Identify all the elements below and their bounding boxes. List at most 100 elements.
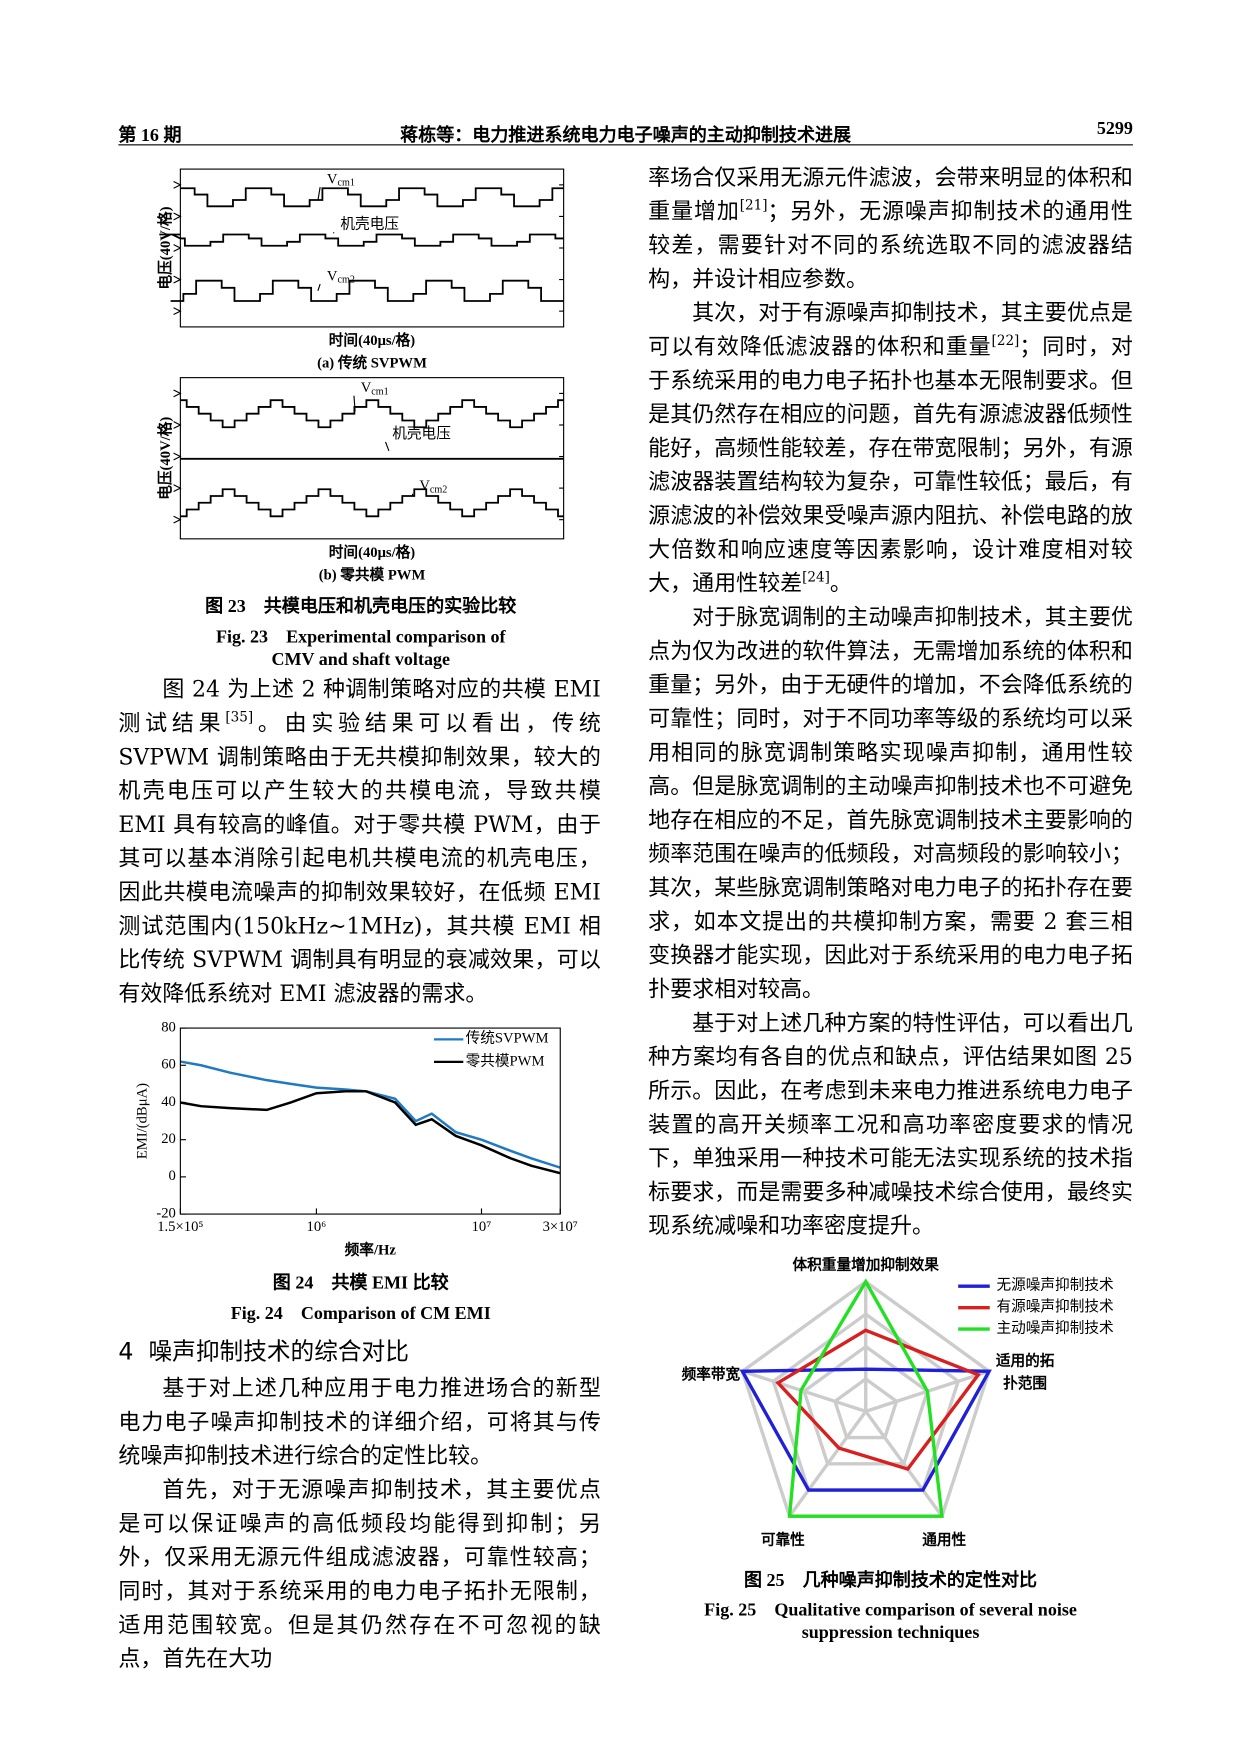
citation: [22] — [991, 332, 1020, 349]
text-run: ；同时，对于系统采用的电力电子拓扑也基本无限制要求。但是其仍然存在相应的问题，首… — [648, 333, 1133, 597]
data-line — [180, 1090, 561, 1175]
x-tick-label: 10⁷ — [472, 1219, 492, 1235]
caption-en: suppression techniques — [801, 1623, 980, 1643]
citation: [24] — [802, 569, 830, 586]
legend-label: 零共模PWM — [466, 1052, 545, 1069]
frame-tick — [173, 515, 182, 524]
caption-en: Fig. 24 Comparison of CM EMI — [230, 1304, 491, 1324]
text-run: 首先，对于无源噪声抑制技术，其主要优点是可以保证噪声的高低频段均能得到抑制；另外… — [118, 1476, 601, 1672]
frame-tick — [173, 421, 182, 429]
section-heading: 4 噪声抑制技术的综合对比 — [118, 1334, 409, 1368]
label-pointer — [317, 187, 321, 201]
legend-label: 有源噪声抑制技术 — [997, 1297, 1114, 1315]
legend-label: 传统SVPWM — [466, 1030, 549, 1047]
panel-label: (b) 零共模 PWM — [319, 565, 426, 583]
waveform — [180, 187, 564, 208]
x-axis-label: 时间(40μs/格) — [329, 331, 416, 349]
citation: [21] — [739, 197, 768, 214]
paragraph: 基于对上述几种应用于电力推进场合的新型电力电子噪声抑制技术的详细介绍，可将其与传… — [118, 1372, 600, 1473]
axis-label: 通用性 — [922, 1530, 966, 1548]
waveform — [170, 279, 564, 302]
trace-label: 机壳电压 — [392, 425, 451, 442]
grid-spoke — [788, 1410, 868, 1518]
legend-label: 无源噪声抑制技术 — [997, 1276, 1114, 1294]
caption-zh: 图 25 几种噪声抑制技术的定性对比 — [743, 1571, 1038, 1591]
y-tick-label: 40 — [161, 1094, 176, 1110]
left-column: 基于对上述几种应用于电力推进场合的新型电力电子噪声抑制技术的详细介绍，可将其与传… — [118, 1372, 600, 1676]
trace-label-sub: cm2 — [337, 275, 354, 286]
axis-label: 扑范围 — [1003, 1374, 1047, 1392]
text-run: 基于对上述几种方案的特性评估，可以看出几种方案均有各自的优点和缺点，评估结果如图… — [648, 1010, 1133, 1239]
y-tick-label: 0 — [169, 1168, 176, 1184]
trace-label-sub: cm2 — [430, 485, 447, 496]
text-run: 。由实验结果可以看出，传统 SVPWM 调制策略由于无共模抑制效果，较大的机壳电… — [118, 710, 601, 1007]
frame-tick — [173, 307, 182, 316]
text-run: ；另外，无源噪声抑制技术的通用性较差，需要针对不同的系统选取不同的滤波器结构，并… — [648, 198, 1133, 292]
trace-label-sub: cm1 — [337, 178, 354, 189]
text-run: 。 — [829, 570, 852, 597]
paragraph: 图 24 为上述 2 种调制策略对应的共模 EMI 测试结果[35]。由实验结果… — [118, 673, 600, 1011]
caption-en: Fig. 23 Experimental comparison of — [215, 627, 506, 648]
axis-label: 体积重量增加抑制效果 — [793, 1255, 940, 1273]
axis-label: 频率带宽 — [682, 1365, 741, 1383]
section-number: 4 — [118, 1338, 134, 1366]
axis-label: 可靠性 — [761, 1530, 805, 1548]
trace-label: Vcm1 — [361, 380, 389, 397]
frame-tick — [173, 452, 182, 461]
text-run: 率场合仅采用无源元件滤波，会带来明显的体积和重量增加 — [648, 164, 1133, 225]
radar-series — [787, 1278, 944, 1518]
section-title: 噪声抑制技术的综合对比 — [148, 1338, 409, 1366]
caption-zh: 图 23 共模电压和机壳电压的实验比较 — [205, 597, 517, 617]
trace-label-main: 机壳电压 — [392, 425, 451, 442]
citation: [35] — [225, 709, 254, 725]
x-axis-label: 时间(40μs/格) — [329, 543, 416, 561]
caption-zh: 图 24 共模 EMI 比较 — [272, 1273, 449, 1293]
y-tick-label: 20 — [161, 1131, 176, 1147]
frame-tick — [173, 275, 182, 284]
trace-label-main: V — [419, 478, 430, 494]
text-run: 其次，对于有源噪声抑制技术，其主要优点是可以有效降低滤波器的体积和重量 — [648, 299, 1133, 360]
y-axis-label: 电压(40V/格) — [156, 206, 174, 289]
trace-label: Vcm2 — [327, 269, 355, 286]
trace-label-main: V — [327, 269, 338, 285]
frame-tick — [173, 484, 182, 492]
frame-tick — [173, 212, 182, 221]
grid-ring — [832, 1376, 899, 1440]
y-axis-label: EMI/(dBμA) — [135, 1083, 151, 1159]
axis-label: 适用的拓 — [996, 1352, 1055, 1370]
plot-frame — [179, 168, 565, 328]
legend-label: 主动噪声抑制技术 — [997, 1318, 1114, 1336]
trace-label-sub: cm1 — [371, 387, 388, 398]
text-run: 基于对上述几种应用于电力推进场合的新型电力电子噪声抑制技术的详细介绍，可将其与传… — [118, 1375, 601, 1469]
trace-label-main: 机壳电压 — [340, 216, 399, 233]
trace-label: Vcm2 — [419, 478, 447, 495]
waveform — [180, 399, 564, 429]
waveform — [159, 233, 564, 247]
header-rule — [118, 144, 1133, 146]
paragraph: 对于脉宽调制的主动噪声抑制技术，其主要优点为仅为改进的软件算法，无需增加系统的体… — [648, 601, 1133, 1007]
caption-en: CMV and shaft voltage — [271, 650, 450, 670]
radar-series — [775, 1328, 981, 1472]
waveform — [180, 488, 564, 518]
x-tick-label: 3×10⁷ — [543, 1219, 578, 1235]
page-number: 5299 — [1096, 119, 1133, 139]
panel-label: (a) 传统 SVPWM — [317, 353, 427, 371]
paragraph: 基于对上述几种方案的特性评估，可以看出几种方案均有各自的优点和缺点，评估结果如图… — [648, 1007, 1133, 1244]
grid-spoke — [864, 1410, 944, 1518]
label-pointer — [384, 441, 390, 452]
trace-label: 机壳电压 — [340, 216, 399, 233]
right-column: 率场合仅采用无源元件滤波，会带来明显的体积和重量增加[21]；另外，无源噪声抑制… — [648, 161, 1133, 1243]
frame-tick — [173, 389, 182, 398]
grid-ring — [802, 1344, 930, 1466]
y-tick-label: -20 — [156, 1205, 176, 1221]
trace-label: Vcm1 — [327, 172, 355, 189]
frame-tick — [173, 244, 182, 252]
paragraph: 率场合仅采用无源元件滤波，会带来明显的体积和重量增加[21]；另外，无源噪声抑制… — [648, 161, 1133, 296]
text-run: 图 24 为上述 2 种调制策略对应的共模 EMI 测试结果 — [118, 676, 601, 737]
issue: 第 16 期 — [118, 126, 182, 146]
grid-spoke — [741, 1369, 867, 1413]
x-tick-label: 10⁶ — [307, 1219, 327, 1235]
x-tick-label: 1.5×10⁵ — [157, 1219, 203, 1235]
